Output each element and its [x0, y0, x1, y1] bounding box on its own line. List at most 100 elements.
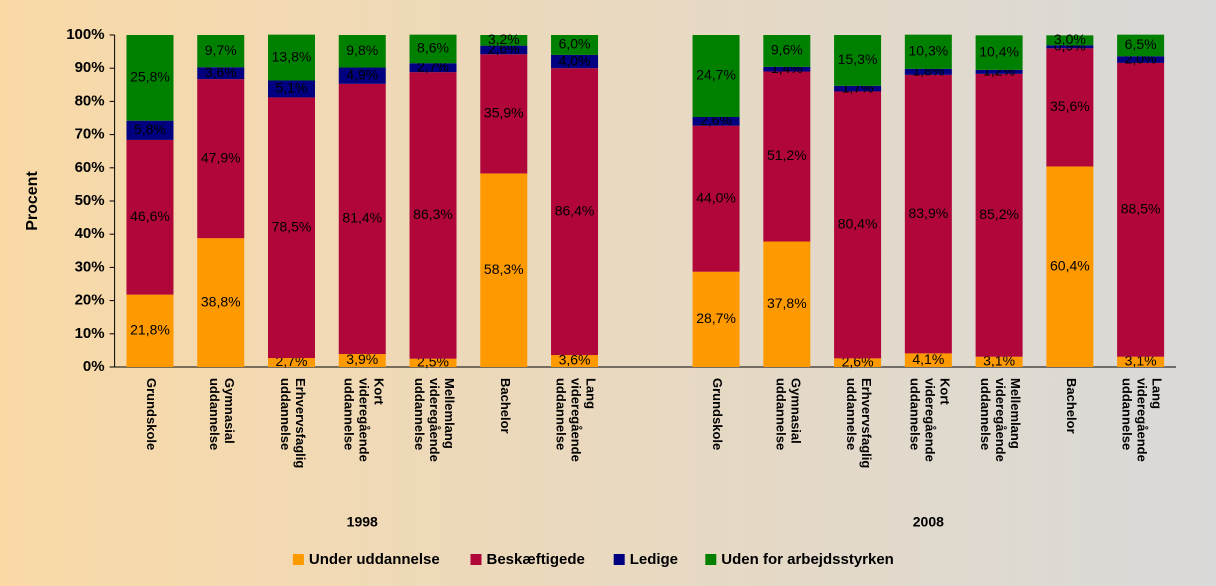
bar-segment [126, 120, 174, 140]
x-tick-label-line: Erhvervsfaglig [859, 378, 874, 468]
x-tick-label-line: uddannelse [978, 378, 993, 450]
x-tick-label-line: Lang [583, 378, 598, 409]
bar-segment [338, 354, 386, 367]
bar-segment [126, 139, 174, 295]
data-label: 5,1% [276, 80, 308, 96]
bar-segment [975, 35, 1023, 70]
legend-label: Ledige [630, 551, 678, 568]
x-tick-label-line: Gymnasial [222, 378, 237, 444]
bar-segment [692, 271, 740, 367]
bar-segment [1046, 35, 1094, 46]
bar-segment [338, 35, 386, 68]
data-label: 9,7% [205, 42, 237, 58]
bar-segment [126, 294, 174, 367]
legend-swatch [470, 554, 482, 565]
bar-segment [1046, 45, 1094, 49]
x-tick-label-line: videregående [1134, 378, 1149, 462]
data-label: 13,8% [272, 48, 312, 64]
bar-segment [409, 358, 457, 367]
x-tick-label-line: videregående [356, 378, 371, 462]
bar-segment [268, 34, 315, 81]
y-tick-label: 80% [75, 92, 105, 109]
data-label: 83,9% [908, 205, 948, 221]
data-label: 86,4% [555, 202, 595, 218]
data-label: 60,4% [1050, 257, 1090, 273]
legend-swatch [705, 554, 717, 565]
x-tick-label-line: uddannelse [553, 378, 568, 450]
data-label: 3,0% [1054, 31, 1086, 47]
data-label: 86,3% [413, 206, 453, 222]
bar-segment [409, 34, 457, 64]
x-tick-label-line: videregående [922, 378, 937, 462]
x-tick-label-line: Mellemlang [442, 378, 457, 449]
x-tick-label-line: Erhvervsfaglig [293, 378, 308, 468]
bar-segment [763, 35, 811, 67]
x-tick-label-line: uddannelse [907, 378, 922, 450]
data-label: 51,2% [767, 147, 807, 163]
bar-segment [904, 34, 952, 69]
x-tick-label: Grundskole [710, 378, 725, 450]
bar-segment [551, 355, 599, 367]
bar-segment [763, 66, 811, 72]
bar-segment [197, 238, 245, 367]
legend-swatch [292, 554, 304, 565]
y-tick-label: 60% [75, 159, 105, 176]
bar-segment [975, 356, 1023, 367]
data-label: 4,0% [559, 52, 591, 68]
data-label: 3,9% [346, 351, 378, 367]
bar-segment [409, 63, 457, 73]
bar-segment [1117, 56, 1165, 63]
x-tick-label: Kortvideregåendeuddannelse [341, 378, 386, 462]
x-tick-label-line: uddannelse [844, 378, 859, 450]
bar-segment [1046, 48, 1094, 167]
x-tick-label-line: uddannelse [341, 378, 356, 450]
x-tick-label-line: uddannelse [278, 378, 293, 450]
data-label: 81,4% [342, 210, 382, 226]
data-label: 5,8% [134, 121, 166, 137]
data-label: 9,8% [346, 42, 378, 58]
y-tick-label: 20% [75, 292, 105, 309]
x-tick-label-line: uddannelse [207, 378, 222, 450]
bar-segment [1117, 356, 1165, 367]
bar-segment [480, 45, 528, 55]
x-tick-label: Langvideregåendeuddannelse [1119, 378, 1164, 462]
bar-segment [409, 72, 457, 359]
x-tick-label: Grundskole [144, 378, 159, 450]
data-label: 3,6% [559, 352, 591, 368]
y-tick-label: 70% [75, 126, 105, 143]
x-tick-label-line: uddannelse [773, 378, 788, 450]
x-tick-label-line: videregående [993, 378, 1008, 462]
x-tick-label: Erhvervsfagliguddannelse [844, 378, 874, 468]
x-tick-label: Bachelor [1063, 378, 1078, 434]
data-label: 8,6% [417, 40, 449, 56]
bar-segment [692, 35, 740, 118]
legend-label: Beskæftigede [487, 551, 585, 568]
data-label: 15,3% [838, 51, 878, 67]
data-label: 25,8% [130, 69, 170, 85]
data-label: 28,7% [696, 310, 736, 326]
y-axis-label: Procent [24, 171, 41, 231]
bar-segment [692, 117, 740, 126]
x-tick-label: Mellemlangvideregåendeuddannelse [978, 378, 1023, 462]
bar-segment [197, 67, 245, 80]
bar-segment [904, 353, 952, 367]
x-tick-label-line: Grundskole [710, 378, 725, 450]
bar-segment [551, 68, 599, 356]
legend-label: Uden for arbejdsstyrken [721, 551, 894, 568]
x-tick-label-line: Gymnasial [788, 378, 803, 444]
y-tick-label: 90% [75, 59, 105, 76]
bar-segment [1117, 62, 1165, 357]
bar-segment [551, 35, 599, 55]
y-tick-label: 0% [83, 358, 105, 375]
bar-segment [480, 173, 528, 367]
x-tick-label: Gymnasialuddannelse [207, 378, 237, 450]
x-tick-label: Erhvervsfagliguddannelse [278, 378, 308, 468]
x-tick-label-line: videregående [427, 378, 442, 462]
bar-segment [834, 85, 882, 92]
bar-segment [480, 35, 528, 46]
x-tick-label: Gymnasialuddannelse [773, 378, 803, 450]
x-tick-label-line: videregående [568, 378, 583, 462]
legend-swatch [613, 554, 625, 565]
bar-segment [480, 54, 528, 174]
